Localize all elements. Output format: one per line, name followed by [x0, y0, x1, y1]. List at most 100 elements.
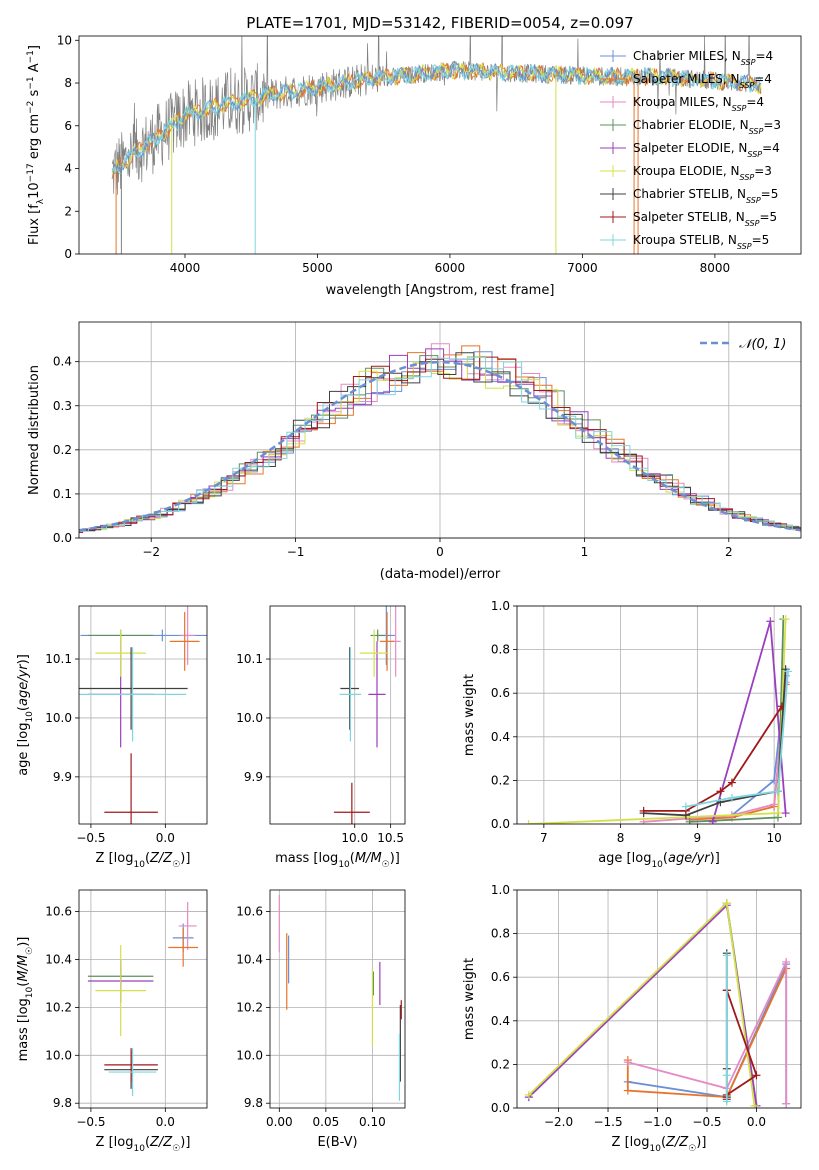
chart-title: PLATE=1701, MJD=53142, FIBERID=0054, z=0… — [246, 14, 633, 32]
axes-frame — [78, 321, 802, 539]
x-tick-label: 10.0 — [341, 831, 368, 845]
legend-label: Chabrier ELODIE, NSSP=3 — [633, 118, 781, 136]
errorbar-point-salpeter_miles — [168, 928, 199, 967]
x-axis-label: Z [log10(Z/Z☉)] — [96, 851, 191, 870]
y-axis-label: mass weight — [462, 674, 477, 756]
errorbar-point-chabrier_stelib — [340, 647, 360, 730]
legend: 𝒩(0, 1) — [700, 337, 786, 352]
y-tick-label: 0.4 — [491, 1014, 510, 1028]
x-tick-label: 6000 — [435, 261, 466, 275]
axes-frame — [516, 605, 802, 825]
x-tick-label: 0.00 — [266, 1115, 293, 1129]
weight-marker — [781, 809, 790, 818]
x-axis-label: E(B-V) — [317, 1135, 357, 1150]
plot-area-age_vs_mass — [333, 606, 401, 824]
x-tick-label: −1 — [287, 545, 305, 559]
errorbar-point-salpeter_stelib — [104, 753, 158, 824]
weight-marker — [752, 1071, 761, 1080]
plot-mass_vs_Z: −0.5 0.0 9.8 10.0 10.2 10.4 10.6 Z [log10(Z/Z☉)… — [16, 889, 208, 1154]
x-tick-label: 1 — [581, 545, 589, 559]
x-tick-label: −1.5 — [593, 1115, 622, 1129]
x-tick-label: 0.0 — [156, 1115, 175, 1129]
y-tick-label: 10.1 — [236, 652, 263, 666]
axes-frame — [78, 35, 802, 255]
errorbar-point-salpeter_miles — [379, 611, 395, 671]
x-tick-label: 5000 — [302, 261, 333, 275]
y-tick-label: 0.3 — [53, 399, 72, 413]
legend-label: Salpeter ELODIE, NSSP=4 — [633, 141, 780, 159]
plot-spectrum: 4000 5000 6000 7000 8000 0 2 4 6 8 10 PLATE=1701, M… — [26, 14, 802, 298]
legend-label: Kroupa ELODIE, NSSP=3 — [633, 164, 772, 182]
axes-frame — [516, 889, 802, 1109]
y-axis-label: Flux [fλ10−17 erg cm−2 s−1 A−1] — [26, 45, 46, 245]
spectrum-model-kroupa_stelib — [111, 62, 762, 175]
y-tick-label: 0.6 — [491, 970, 510, 984]
histogram-kroupa_stelib — [79, 356, 801, 532]
errorbar-point-kroupa_stelib — [108, 1048, 157, 1097]
plot-area-mass_vs_ebv — [278, 894, 402, 1101]
errorbar-point-salpeter_elodie — [368, 641, 386, 748]
x-tick-label: 8 — [617, 831, 625, 845]
x-tick-label: −1.0 — [643, 1115, 672, 1129]
errorbar-point-chabrier_elodie — [370, 629, 385, 642]
weight-marker — [783, 667, 792, 676]
errorbar-point-kroupa_elodie — [359, 629, 389, 677]
y-tick-label: 2 — [64, 204, 72, 218]
y-tick-label: 0.8 — [491, 643, 510, 657]
x-tick-label: 0.0 — [747, 1115, 766, 1129]
plot-area-spectrum — [111, 36, 762, 254]
x-tick-label: 9 — [694, 831, 702, 845]
x-tick-label: 7 — [540, 831, 548, 845]
x-tick-label: −0.5 — [76, 1115, 105, 1129]
x-tick-label: −2.0 — [544, 1115, 573, 1129]
weight-marker — [524, 820, 533, 824]
y-tick-label: 0.6 — [491, 686, 510, 700]
weight-marker — [727, 778, 736, 787]
plot-age_vs_mass: 10.0 10.5 9.9 10.0 10.1 mass [log10(M/M☉)] — [236, 605, 406, 870]
x-tick-label: −0.5 — [76, 831, 105, 845]
x-tick-label: 0.10 — [359, 1115, 386, 1129]
plot-massweight_vs_age: 7 8 9 10 0.0 0.2 0.4 0.6 0.8 1.0 age [log10(age/yr… — [462, 599, 802, 870]
weight-marker — [770, 800, 779, 809]
x-tick-label: 2 — [725, 545, 733, 559]
weight-marker — [773, 809, 782, 818]
weight-line-salpeter_miles — [626, 968, 788, 1099]
weight-marker — [781, 615, 790, 624]
y-tick-label: 10.2 — [236, 1000, 263, 1014]
axes-frame — [269, 889, 406, 1109]
legend-label: Kroupa MILES, NSSP=4 — [633, 95, 764, 113]
plot-age_vs_Z: −0.5 0.0 9.9 10.0 10.1 Z [log10(Z/Z☉)] age [lo… — [16, 605, 208, 870]
y-tick-label: 9.9 — [53, 770, 72, 784]
x-tick-label: −0.5 — [692, 1115, 721, 1129]
y-tick-label: 0.2 — [53, 443, 72, 457]
legend-item: Kroupa MILES, NSSP=4 — [600, 95, 764, 113]
weight-marker — [750, 1101, 759, 1108]
y-tick-label: 10.2 — [45, 1000, 72, 1014]
x-tick-label: 4000 — [170, 261, 201, 275]
weight-line-kroupa_stelib — [685, 671, 789, 808]
legend-label: Salpeter MILES, NSSP=4 — [633, 72, 772, 90]
axes-frame — [78, 889, 208, 1109]
x-axis-label: wavelength [Angstrom, rest frame] — [326, 283, 555, 298]
weight-marker — [524, 1090, 533, 1099]
axes-frame — [269, 605, 406, 825]
y-tick-label: 10.4 — [45, 952, 72, 966]
plot-massweight_vs_Z: −2.0 −1.5 −1.0 −0.5 0.0 0.0 0.2 0.4 0.6 0.8 1.0 Z [… — [462, 883, 802, 1154]
histogram-salpeter_stelib — [79, 356, 801, 533]
y-tick-label: 0 — [64, 247, 72, 261]
y-tick-label: 0.2 — [491, 1057, 510, 1071]
weight-marker — [716, 787, 725, 796]
weight-marker — [639, 806, 648, 815]
weight-marker — [782, 957, 791, 966]
y-tick-label: 0.0 — [491, 817, 510, 831]
weight-marker — [722, 1071, 731, 1080]
weight-marker — [722, 899, 731, 908]
errorbar-point-salpeter_stelib — [333, 782, 370, 824]
x-tick-label: 10 — [766, 831, 781, 845]
y-tick-label: 10.0 — [45, 1048, 72, 1062]
weight-marker — [623, 1058, 632, 1067]
x-tick-label: 0 — [436, 545, 444, 559]
y-tick-label: 9.8 — [244, 1096, 263, 1110]
plot-mass_vs_ebv: 0.00 0.05 0.10 9.8 10.0 10.2 10.4 10.6 E(B-V) — [236, 889, 406, 1150]
weight-marker — [623, 1086, 632, 1095]
